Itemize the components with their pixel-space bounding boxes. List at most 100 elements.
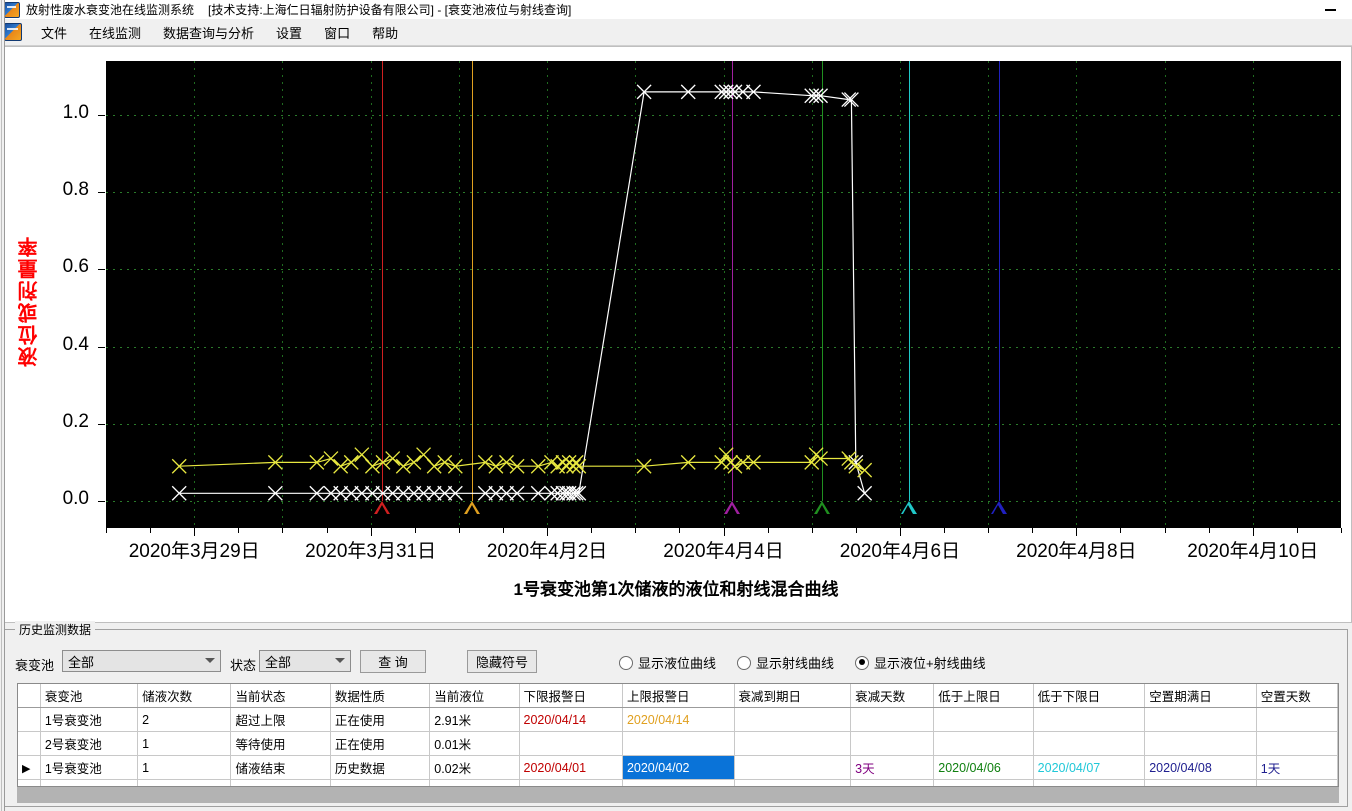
table-cell[interactable]: 2020/04/07 — [1033, 755, 1146, 780]
data-point-marker — [477, 485, 493, 501]
table-cell[interactable]: 1 — [137, 731, 232, 756]
table-cell[interactable]: 2020/04/14 — [622, 707, 735, 732]
table-cell[interactable]: 2020/04/14 — [519, 707, 623, 732]
table-row[interactable]: ✱ — [18, 779, 1338, 786]
table-column-header[interactable]: 空置期满日 — [1144, 684, 1257, 708]
system-menu-icon[interactable] — [4, 23, 22, 41]
row-selector-cell[interactable]: ▶ — [18, 755, 41, 780]
table-cell[interactable] — [1256, 779, 1338, 786]
menu-item-file[interactable]: 文件 — [41, 25, 68, 41]
query-button[interactable]: 查 询 — [360, 650, 426, 673]
table-cell[interactable] — [734, 731, 852, 756]
radio-show-radiation-curve[interactable]: 显示射线曲线 — [737, 653, 834, 672]
minimize-button[interactable] — [1308, 0, 1352, 19]
x-tick-mark-minor — [414, 528, 416, 533]
x-tick-mark-minor — [238, 528, 240, 533]
table-cell[interactable] — [850, 731, 935, 756]
table-cell[interactable]: 0.02米 — [429, 755, 520, 780]
row-selector-cell[interactable] — [18, 731, 41, 756]
menu-item-online-monitoring[interactable]: 在线监测 — [89, 25, 142, 41]
table-row[interactable]: 2号衰变池 1 等待使用 正在使用 0.01米 — [18, 731, 1338, 756]
table-cell[interactable] — [429, 779, 520, 786]
table-cell[interactable]: 超过上限 — [230, 707, 331, 732]
table-row[interactable]: 1号衰变池 2 超过上限 正在使用 2.91米 2020/04/14 2020/04/14 — [18, 707, 1338, 732]
plot-area[interactable] — [106, 61, 1341, 528]
table-column-header[interactable]: 储液次数 — [137, 684, 232, 708]
table-cell[interactable] — [1256, 707, 1338, 732]
row-selector-cell[interactable] — [18, 707, 41, 732]
table-cell[interactable]: 1号衰变池 — [40, 707, 139, 732]
menu-item-window[interactable]: 窗口 — [324, 25, 351, 41]
table-horizontal-scrollbar[interactable] — [17, 787, 1339, 803]
table-cell[interactable] — [137, 779, 232, 786]
table-cell[interactable] — [1144, 707, 1257, 732]
table-cell[interactable] — [519, 779, 623, 786]
table-column-header[interactable]: 低于上限日 — [933, 684, 1034, 708]
table-cell[interactable]: 正在使用 — [330, 731, 431, 756]
data-point-marker — [416, 447, 432, 463]
table-cell[interactable] — [622, 779, 735, 786]
table-column-header[interactable]: 低于下限日 — [1033, 684, 1146, 708]
table-cell[interactable]: 储液结束 — [230, 755, 331, 780]
table-column-header[interactable]: 上限报警日 — [622, 684, 735, 708]
table-cell[interactable] — [1033, 779, 1146, 786]
status-filter-select[interactable]: 全部 — [259, 650, 351, 672]
table-column-header[interactable]: 衰减到期日 — [734, 684, 852, 708]
marker-triangle-inner — [466, 504, 477, 514]
table-cell[interactable]: 2 — [137, 707, 232, 732]
menu-item-help[interactable]: 帮助 — [372, 25, 399, 41]
table-cell[interactable]: 3天 — [850, 755, 935, 780]
table-cell[interactable]: 0.01米 — [429, 731, 520, 756]
menu-item-settings[interactable]: 设置 — [276, 25, 303, 41]
table-column-header[interactable]: 当前液位 — [429, 684, 520, 708]
table-cell[interactable]: 2020/04/06 — [933, 755, 1034, 780]
table-cell[interactable] — [1144, 779, 1257, 786]
table-cell[interactable]: 2.91米 — [429, 707, 520, 732]
table-cell[interactable] — [519, 731, 623, 756]
table-column-header[interactable]: 衰变池 — [40, 684, 139, 708]
table-cell[interactable] — [850, 779, 935, 786]
table-cell[interactable]: 2020/04/05 — [734, 755, 852, 780]
history-data-grid[interactable]: 衰变池 储液次数 当前状态 数据性质 当前液位 下限报警日 上限报警日 衰减到期日 衰减天数 低于… — [17, 683, 1339, 787]
table-cell[interactable] — [933, 779, 1034, 786]
table-column-header[interactable]: 空置天数 — [1256, 684, 1338, 708]
table-column-header[interactable]: 下限报警日 — [519, 684, 623, 708]
table-cell[interactable] — [1256, 731, 1338, 756]
table-select-column-header[interactable] — [18, 684, 41, 708]
table-column-header[interactable]: 衰减天数 — [850, 684, 935, 708]
table-cell[interactable] — [230, 779, 331, 786]
grid-line-vertical — [1164, 61, 1166, 528]
table-cell[interactable] — [933, 731, 1034, 756]
table-cell[interactable] — [734, 779, 852, 786]
table-cell[interactable]: 1天 — [1256, 755, 1338, 780]
table-cell[interactable] — [1144, 731, 1257, 756]
data-point-marker — [566, 485, 581, 501]
menu-item-data-query-analysis[interactable]: 数据查询与分析 — [163, 25, 255, 41]
table-cell[interactable]: 正在使用 — [330, 707, 431, 732]
radio-show-level-curve[interactable]: 显示液位曲线 — [619, 653, 716, 672]
table-cell[interactable] — [1033, 731, 1146, 756]
table-cell[interactable] — [933, 707, 1034, 732]
table-cell[interactable] — [1033, 707, 1146, 732]
table-cell[interactable]: 2号衰变池 — [40, 731, 139, 756]
table-cell[interactable] — [622, 731, 735, 756]
table-cell[interactable] — [734, 707, 852, 732]
table-cell[interactable]: 2020/04/02 — [622, 755, 735, 780]
table-cell[interactable]: 历史数据 — [330, 755, 431, 780]
radio-show-level-plus-radiation-curve[interactable]: 显示液位+射线曲线 — [855, 653, 986, 672]
table-column-header[interactable]: 当前状态 — [230, 684, 331, 708]
table-column-header[interactable]: 数据性质 — [330, 684, 431, 708]
table-cell[interactable] — [850, 707, 935, 732]
table-row[interactable]: ▶ 1号衰变池 1 储液结束 历史数据 0.02米 2020/04/01 2020/04/02… — [18, 755, 1338, 780]
table-cell[interactable] — [330, 779, 431, 786]
table-cell[interactable]: 1 — [137, 755, 232, 780]
pool-filter-select[interactable]: 全部 — [62, 650, 221, 672]
table-cell[interactable]: 1号衰变池 — [40, 755, 139, 780]
y-tick-mark — [98, 115, 105, 117]
table-cell[interactable]: 等待使用 — [230, 731, 331, 756]
table-cell[interactable]: 2020/04/08 — [1144, 755, 1257, 780]
row-selector-cell[interactable]: ✱ — [18, 779, 41, 786]
hide-symbol-button[interactable]: 隐藏符号 — [467, 650, 537, 673]
table-cell[interactable] — [40, 779, 139, 786]
table-cell[interactable]: 2020/04/01 — [519, 755, 623, 780]
